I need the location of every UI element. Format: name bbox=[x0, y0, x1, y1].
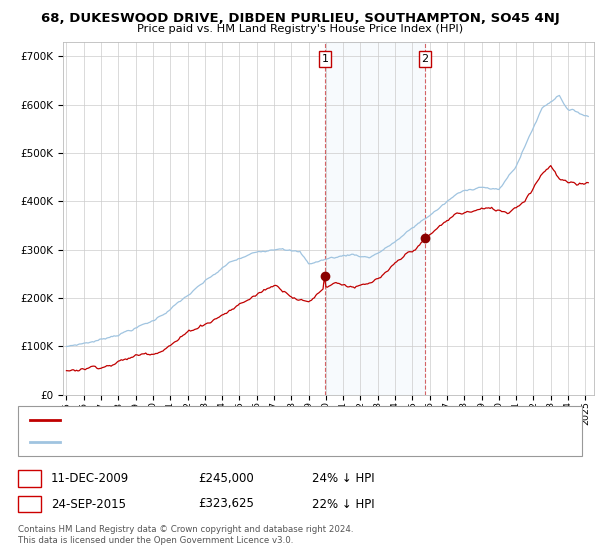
Text: 22% ↓ HPI: 22% ↓ HPI bbox=[312, 497, 374, 511]
Text: 11-DEC-2009: 11-DEC-2009 bbox=[51, 472, 129, 486]
Text: Contains HM Land Registry data © Crown copyright and database right 2024.
This d: Contains HM Land Registry data © Crown c… bbox=[18, 525, 353, 545]
Bar bbox=[325, 42, 425, 395]
Text: 68, DUKESWOOD DRIVE, DIBDEN PURLIEU, SOUTHAMPTON, SO45 4NJ: 68, DUKESWOOD DRIVE, DIBDEN PURLIEU, SOU… bbox=[41, 12, 559, 25]
Text: 1: 1 bbox=[26, 472, 33, 486]
Text: £245,000: £245,000 bbox=[198, 472, 254, 486]
Text: Price paid vs. HM Land Registry's House Price Index (HPI): Price paid vs. HM Land Registry's House … bbox=[137, 24, 463, 34]
Text: 68, DUKESWOOD DRIVE, DIBDEN PURLIEU, SOUTHAMPTON, SO45 4NJ (detached house): 68, DUKESWOOD DRIVE, DIBDEN PURLIEU, SOU… bbox=[67, 416, 483, 424]
Text: £323,625: £323,625 bbox=[198, 497, 254, 511]
Text: 24-SEP-2015: 24-SEP-2015 bbox=[51, 497, 126, 511]
Text: 1: 1 bbox=[322, 54, 329, 64]
Text: 2: 2 bbox=[26, 497, 33, 511]
Text: 24% ↓ HPI: 24% ↓ HPI bbox=[312, 472, 374, 486]
Text: 2: 2 bbox=[421, 54, 428, 64]
Text: HPI: Average price, detached house, New Forest: HPI: Average price, detached house, New … bbox=[67, 438, 296, 447]
